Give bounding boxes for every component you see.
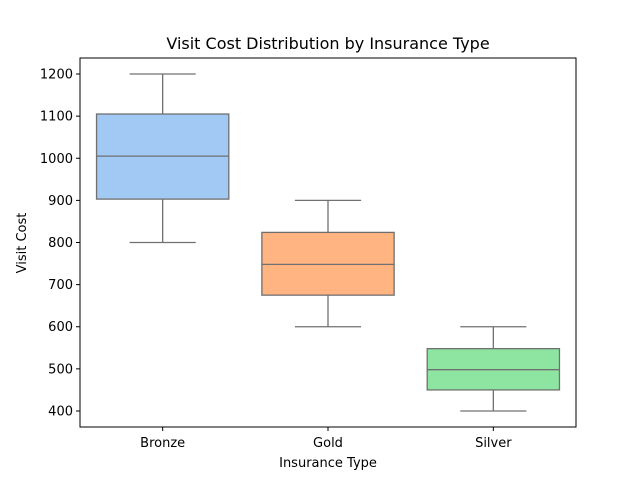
y-tick-label: 400 (48, 404, 73, 419)
y-tick-label: 500 (48, 362, 73, 377)
y-tick-label: 1200 (40, 68, 73, 83)
x-tick-label: Bronze (140, 436, 185, 451)
x-tick-label: Gold (313, 436, 343, 451)
plot-frame (79, 57, 577, 428)
y-tick-label: 1100 (40, 110, 73, 125)
x-tick-label: Silver (475, 436, 512, 451)
y-tick-label: 700 (48, 278, 73, 293)
y-tick-label: 900 (48, 194, 73, 209)
y-tick-label: 600 (48, 320, 73, 335)
y-axis-label: Visit Cost (15, 213, 30, 274)
y-tick-label: 1000 (40, 152, 73, 167)
plot-area: 400 500 600 700 800 900 1000 1100 1200 Bronze Gold… (40, 68, 561, 451)
chart-title: Visit Cost Distribution by Insurance Typ… (166, 34, 489, 53)
y-tick-label: 800 (48, 236, 73, 251)
x-axis-label: Insurance Type (279, 456, 377, 471)
